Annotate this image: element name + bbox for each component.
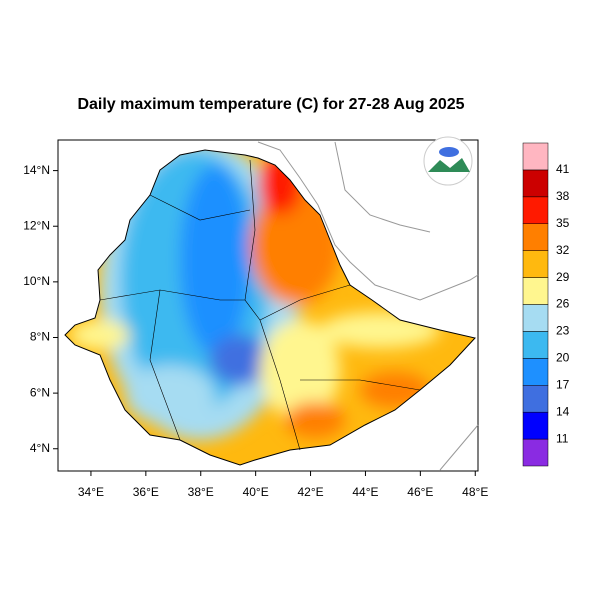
colorbar-label: 17 <box>556 377 570 391</box>
colorbar-label: 29 <box>556 270 570 284</box>
axes: 34°E 36°E 38°E 40°E 42°E 44°E 46°E 48°E 4°N 6°N 8°… <box>23 163 488 499</box>
colorbar-box <box>522 223 549 251</box>
colorbar-label: 41 <box>556 162 570 176</box>
y-tick-label: 4°N <box>30 441 50 455</box>
colorbar-box <box>522 250 549 278</box>
colorbar-box <box>522 169 549 198</box>
x-tick-label: 44°E <box>352 485 378 499</box>
coastlines <box>257 141 479 471</box>
x-tick-label: 42°E <box>297 485 323 499</box>
colorbar-box <box>522 304 549 332</box>
logo <box>423 136 473 186</box>
colorbar-box <box>522 385 549 413</box>
y-tick-label: 14°N <box>23 163 50 177</box>
x-tick-label: 36°E <box>133 485 159 499</box>
y-tick-label: 12°N <box>23 218 50 232</box>
colorbar: 11 14 17 20 23 26 29 32 35 38 41 <box>522 142 570 467</box>
colorbar-box <box>522 277 549 305</box>
colorbar-label: 35 <box>556 216 570 230</box>
admin-boundaries <box>99 159 421 451</box>
x-tick-label: 34°E <box>78 485 104 499</box>
x-tick-label: 40°E <box>243 485 269 499</box>
y-tick-label: 6°N <box>30 385 50 399</box>
country-outline <box>64 149 476 466</box>
colorbar-label: 23 <box>556 324 570 338</box>
chart-title: Daily maximum temperature (C) for 27-28 … <box>77 96 464 113</box>
y-tick-label: 10°N <box>23 274 50 288</box>
colorbar-label: 26 <box>556 297 570 311</box>
colorbar-box <box>522 358 549 386</box>
colorbar-label: 32 <box>556 243 570 257</box>
colorbar-box <box>522 142 549 171</box>
colorbar-box <box>522 411 549 440</box>
colorbar-label: 14 <box>556 404 570 418</box>
y-tick-label: 8°N <box>30 330 50 344</box>
colorbar-label: 20 <box>556 351 570 365</box>
colorbar-label: 11 <box>556 431 569 445</box>
colorbar-label: 38 <box>556 189 570 203</box>
x-tick-label: 48°E <box>462 485 488 499</box>
x-tick-label: 38°E <box>188 485 214 499</box>
colorbar-box <box>522 438 549 467</box>
colorbar-box <box>522 331 549 359</box>
x-tick-label: 46°E <box>407 485 433 499</box>
colorbar-box <box>522 196 549 224</box>
